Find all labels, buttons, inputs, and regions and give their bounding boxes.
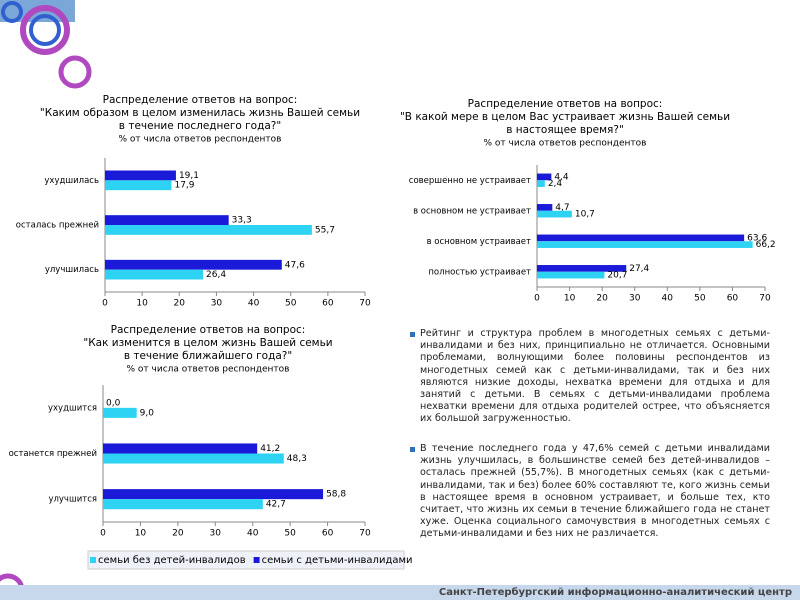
legend-label: семьи с детьми-инвалидами bbox=[262, 555, 413, 566]
bar bbox=[537, 204, 553, 211]
x-tick-label: 20 bbox=[172, 529, 184, 539]
chart-title: "В какой мере в целом Вас устраивает жиз… bbox=[400, 111, 730, 123]
x-tick-label: 70 bbox=[759, 294, 771, 304]
bar bbox=[537, 241, 753, 248]
value-label: 0,0 bbox=[106, 398, 121, 408]
x-tick-label: 50 bbox=[694, 294, 706, 304]
bar bbox=[537, 271, 605, 279]
value-label: 27,4 bbox=[629, 264, 649, 274]
chart-title: Распределение ответов на вопрос: bbox=[468, 98, 663, 110]
value-label: 47,6 bbox=[285, 260, 305, 270]
x-tick-label: 20 bbox=[174, 299, 186, 309]
y-tick-label: улучшилась bbox=[45, 265, 99, 275]
bar bbox=[103, 443, 258, 454]
paragraph: В течение последнего года у 47,6% семей … bbox=[410, 443, 770, 540]
value-label: 33,3 bbox=[232, 216, 252, 226]
chart-title: "Каким образом в целом изменилась жизнь … bbox=[40, 107, 360, 119]
x-tick-label: 60 bbox=[322, 529, 334, 539]
x-tick-label: 70 bbox=[359, 529, 371, 539]
x-tick-label: 30 bbox=[211, 299, 223, 309]
x-tick-label: 10 bbox=[564, 294, 576, 304]
paragraph: Рейтинг и структура проблем в многодетны… bbox=[410, 328, 770, 425]
x-tick-label: 60 bbox=[727, 294, 739, 304]
x-tick-label: 60 bbox=[322, 299, 334, 309]
value-label: 20,7 bbox=[607, 271, 627, 281]
value-label: 26,4 bbox=[206, 270, 226, 280]
bar bbox=[103, 407, 137, 418]
y-tick-label: останется прежней bbox=[9, 449, 97, 459]
bar bbox=[537, 265, 627, 272]
x-tick-label: 30 bbox=[210, 529, 222, 539]
legend-swatch bbox=[90, 557, 96, 563]
y-tick-label: в основном устраивает bbox=[427, 237, 531, 247]
bar bbox=[105, 259, 282, 270]
value-label: 66,2 bbox=[756, 240, 776, 250]
x-tick-label: 0 bbox=[534, 294, 540, 304]
chart-title: % от числа ответов респондентов bbox=[119, 135, 282, 145]
x-tick-label: 70 bbox=[359, 299, 371, 309]
bar bbox=[537, 210, 572, 218]
x-tick-label: 50 bbox=[285, 299, 297, 309]
legend-box bbox=[87, 550, 405, 570]
bar bbox=[103, 453, 284, 464]
bar bbox=[105, 180, 172, 191]
y-tick-label: полностью устраивает bbox=[428, 267, 531, 277]
footer: Санкт-Петербургский информационно-аналит… bbox=[438, 587, 792, 598]
bar bbox=[105, 170, 176, 181]
y-tick-label: совершенно не устраивает bbox=[409, 176, 531, 186]
chart-title: Распределение ответов на вопрос: bbox=[103, 94, 298, 106]
value-label: 2,4 bbox=[548, 179, 563, 189]
x-tick-label: 40 bbox=[247, 529, 259, 539]
value-label: 9,0 bbox=[140, 408, 155, 418]
x-tick-label: 0 bbox=[100, 529, 106, 539]
bar bbox=[103, 499, 263, 510]
chart-title: Распределение ответов на вопрос: bbox=[111, 324, 306, 336]
bar bbox=[105, 215, 229, 225]
bar bbox=[537, 173, 552, 181]
y-tick-label: в основном не устраивает bbox=[413, 206, 531, 216]
chart-title: % от числа ответов респондентов bbox=[127, 365, 290, 375]
bar bbox=[105, 269, 204, 280]
x-tick-label: 30 bbox=[629, 294, 641, 304]
value-label: 4,7 bbox=[555, 203, 569, 213]
value-label: 41,2 bbox=[260, 444, 280, 454]
bar bbox=[537, 180, 545, 187]
x-tick-label: 40 bbox=[662, 294, 674, 304]
x-tick-label: 50 bbox=[284, 529, 296, 539]
legend-label: семьи без детей-инвалидов bbox=[98, 555, 246, 566]
value-label: 19,1 bbox=[179, 171, 199, 181]
x-tick-label: 20 bbox=[596, 294, 608, 304]
y-tick-label: улучшится bbox=[48, 495, 97, 505]
x-tick-label: 10 bbox=[135, 529, 147, 539]
value-label: 58,8 bbox=[326, 490, 346, 500]
value-label: 63,6 bbox=[747, 233, 767, 243]
value-label: 17,9 bbox=[174, 181, 194, 191]
y-tick-label: ухудшилась bbox=[44, 176, 99, 186]
chart-title: в течение последнего года?" bbox=[119, 120, 281, 132]
value-label: 48,3 bbox=[287, 454, 307, 464]
x-tick-label: 40 bbox=[248, 299, 260, 309]
value-label: 55,7 bbox=[315, 225, 335, 235]
chart-title: в течение ближайшего года?" bbox=[124, 350, 292, 362]
bar bbox=[537, 234, 745, 242]
y-tick-label: осталась прежней bbox=[16, 221, 99, 231]
x-tick-label: 0 bbox=[102, 299, 108, 309]
bar bbox=[103, 489, 324, 500]
value-label: 4,4 bbox=[554, 172, 569, 182]
value-label: 42,7 bbox=[266, 500, 286, 510]
chart-title: "Как изменится в целом жизнь Вашей семьи bbox=[83, 337, 332, 349]
value-label: 10,7 bbox=[575, 210, 595, 220]
x-tick-label: 10 bbox=[136, 299, 148, 309]
legend-swatch bbox=[253, 557, 260, 563]
y-tick-label: ухудшится bbox=[48, 403, 97, 413]
bar bbox=[105, 225, 312, 235]
chart-title: в настоящее время?" bbox=[506, 124, 624, 136]
chart-title: % от числа ответов респондентов bbox=[484, 139, 647, 149]
